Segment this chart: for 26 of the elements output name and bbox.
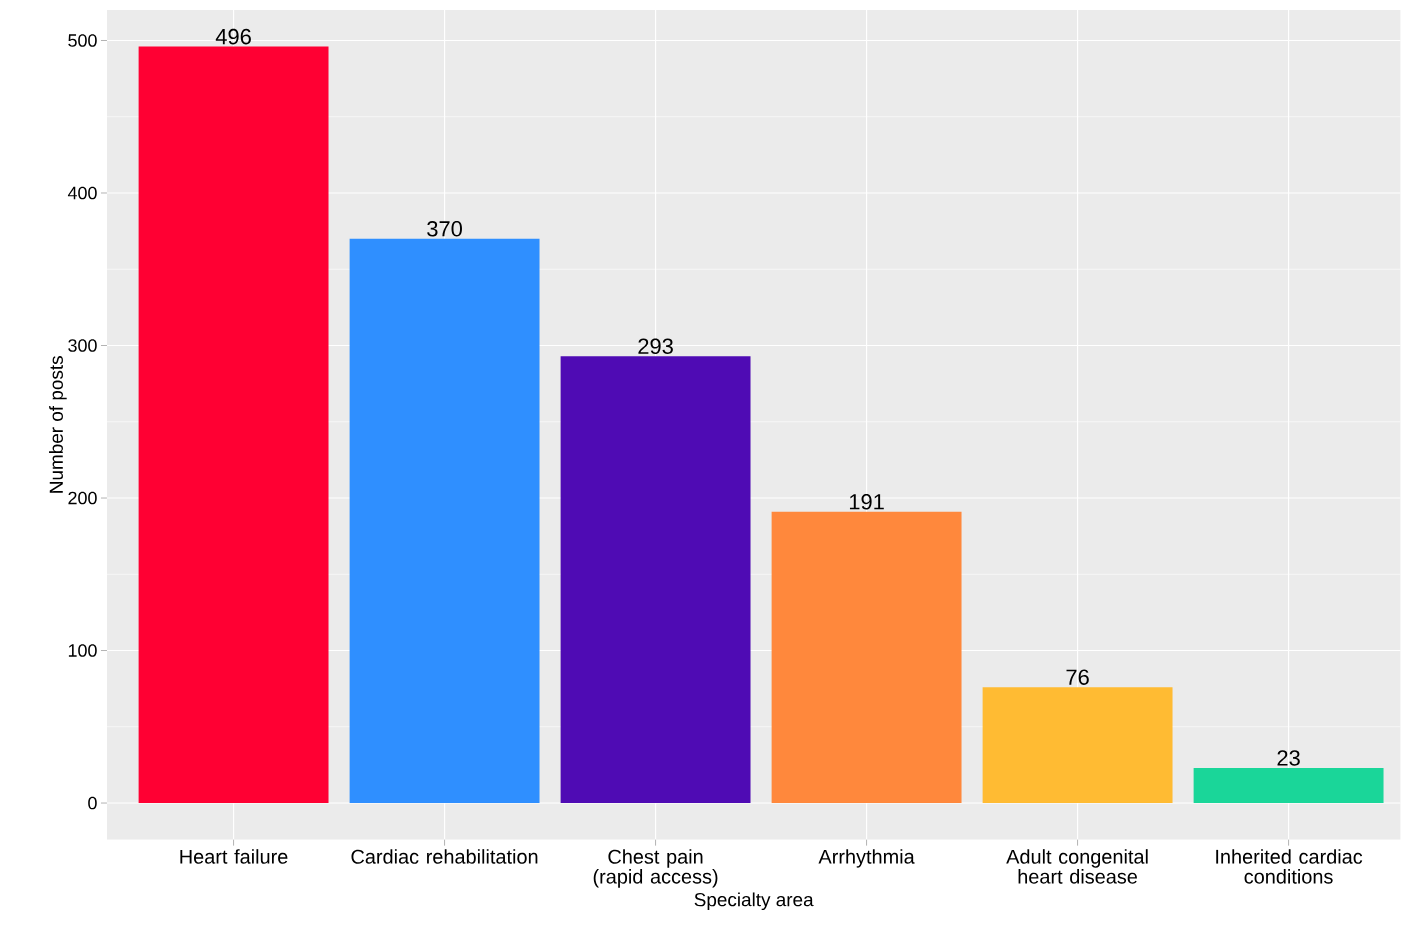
- bar: [982, 687, 1173, 804]
- y-tick-label: 300: [68, 339, 97, 353]
- x-tick-label: Heart failure: [180, 849, 288, 864]
- data-label: 76: [1066, 669, 1089, 686]
- data-label: 293: [638, 338, 673, 355]
- bar: [560, 356, 751, 804]
- x-tick-label: Inherited cardiac conditions: [1216, 849, 1363, 884]
- data-label: 191: [849, 494, 884, 510]
- y-tick-label: 100: [68, 644, 97, 658]
- data-label: 370: [427, 221, 462, 237]
- bar: [138, 46, 329, 804]
- y-tick-label: 500: [68, 34, 97, 48]
- x-axis-title: Specialty area: [694, 892, 814, 911]
- data-label: 496: [215, 29, 251, 45]
- y-tick-label: 200: [68, 491, 97, 505]
- y-axis-title: Number of posts: [49, 356, 67, 493]
- y-tick-label: 0: [88, 796, 97, 810]
- x-tick-label: Arrhythmia: [818, 849, 915, 868]
- x-tick-label: Chest pain (rapid access): [593, 849, 718, 888]
- x-tick-label: Adult congenital heart disease: [1006, 849, 1148, 884]
- data-label: 23: [1277, 750, 1300, 766]
- x-tick-label: Cardiac rehabilitation: [351, 849, 538, 864]
- bar: [1193, 768, 1384, 804]
- bar: [349, 238, 540, 804]
- bar: [771, 511, 962, 804]
- y-tick-label: 400: [67, 186, 97, 200]
